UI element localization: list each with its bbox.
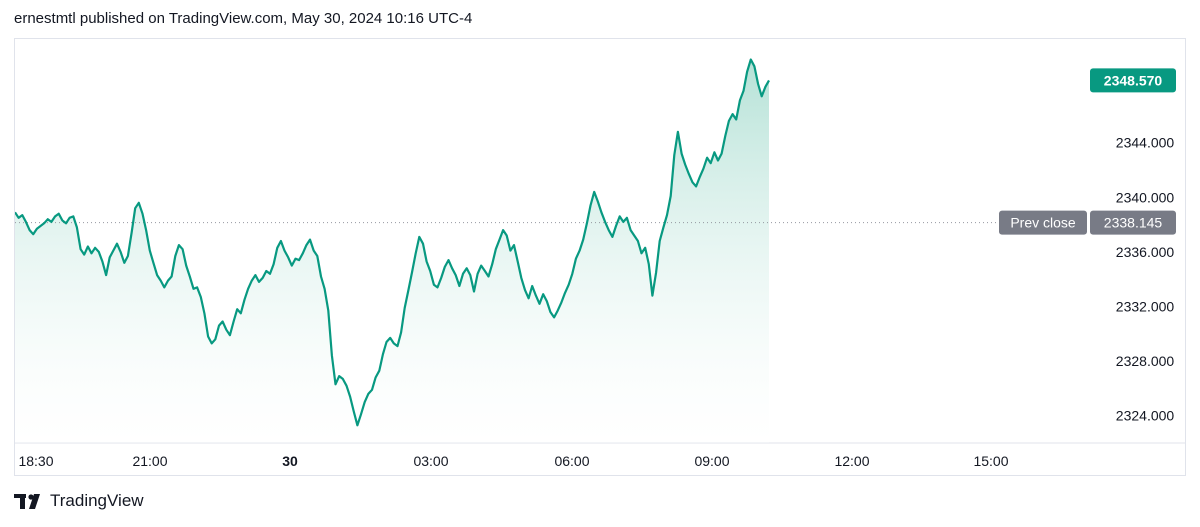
prev-close-text-badge xyxy=(999,210,1087,235)
prev-close-value: 2338.145 xyxy=(1104,215,1163,231)
time-tick-label: 06:00 xyxy=(554,453,589,469)
last-price-value: 2348.570 xyxy=(1104,72,1163,88)
price-line xyxy=(15,58,770,427)
price-chart[interactable]: 2344.000 2340.000 2336.000 2332.000 2328.000… xyxy=(15,39,1185,475)
time-tick-label: 21:00 xyxy=(132,453,167,469)
prev-close-text: Prev close xyxy=(1010,215,1076,231)
price-tick-label: 2336.000 xyxy=(1116,244,1175,260)
price-tick-label: 2324.000 xyxy=(1116,408,1175,424)
price-tick-label: 2344.000 xyxy=(1116,135,1175,151)
chart-panel[interactable]: 2344.000 2340.000 2336.000 2332.000 2328.000… xyxy=(14,38,1186,476)
time-tick-label: 30 xyxy=(282,453,298,469)
price-area-fill xyxy=(15,59,769,443)
time-tick-label: 09:00 xyxy=(694,453,729,469)
last-price-marker: 2348.570 xyxy=(1090,68,1176,93)
chart-header: ernestmtl published on TradingView.com, … xyxy=(14,10,473,27)
last-price-badge xyxy=(1090,68,1176,93)
time-axis[interactable]: 18:30 21:00 30 03:00 06:00 09:00 12:00 15:00 xyxy=(18,453,1008,469)
time-tick-label: 03:00 xyxy=(413,453,448,469)
tradingview-logo-icon xyxy=(14,493,40,509)
brand-name: TradingView xyxy=(50,491,144,510)
prev-close-marker: Prev close 2338.145 xyxy=(999,210,1176,235)
prev-close-value-badge xyxy=(1090,210,1176,235)
time-tick-label: 15:00 xyxy=(973,453,1008,469)
price-tick-label: 2332.000 xyxy=(1116,299,1175,315)
footer[interactable]: TradingView xyxy=(14,491,144,511)
time-tick-label: 12:00 xyxy=(834,453,869,469)
price-axis[interactable]: 2344.000 2340.000 2336.000 2332.000 2328.000… xyxy=(1116,135,1175,424)
time-tick-label: 18:30 xyxy=(18,453,53,469)
price-tick-label: 2340.000 xyxy=(1116,189,1175,205)
price-tick-label: 2328.000 xyxy=(1116,353,1175,369)
